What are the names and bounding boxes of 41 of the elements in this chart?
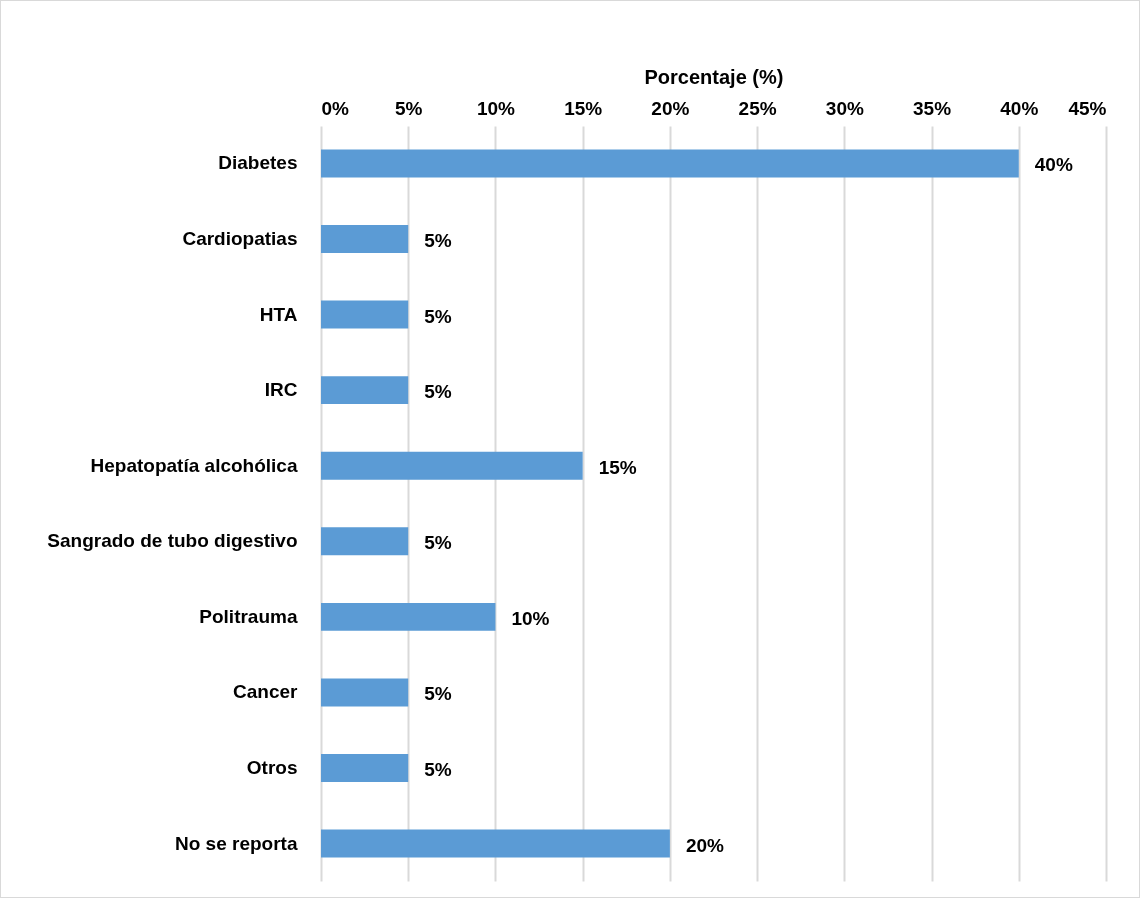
x-tick-label: 0% [321, 97, 350, 119]
y-tick-label: Otros [246, 757, 298, 779]
y-tick-label: Cardiopatias [182, 227, 298, 249]
y-tick-label: Cancer [233, 681, 299, 703]
data-label: 5% [424, 305, 452, 327]
y-tick-label: No se reporta [175, 832, 298, 854]
bar [321, 829, 670, 858]
data-label: 20% [685, 834, 725, 856]
data-label: 10% [511, 607, 550, 629]
x-tick-label: 5% [394, 97, 423, 119]
y-tick-label: Politrauma [199, 605, 298, 627]
data-label: 5% [424, 683, 452, 705]
y-tick-label: Sangrado de tubo digestivo [47, 530, 298, 552]
x-tick-label: 25% [738, 97, 777, 119]
data-label: 5% [424, 381, 452, 403]
bar [321, 602, 496, 631]
data-label: 5% [424, 759, 452, 781]
data-label: 15% [598, 456, 637, 478]
bar [321, 527, 409, 556]
x-tick-label: 30% [825, 97, 864, 119]
bar [321, 754, 409, 782]
bar [321, 451, 583, 480]
x-tick-label: 20% [651, 97, 690, 119]
x-axis-title: Porcentaje (%) [644, 65, 784, 88]
x-tick-label: 40% [1000, 97, 1039, 119]
y-tick-label: Hepatopatía alcohólica [90, 454, 298, 476]
bar [321, 376, 409, 405]
x-tick-label: 15% [564, 97, 603, 119]
x-tick-label: 35% [913, 97, 952, 119]
bar [321, 149, 1019, 178]
y-tick-label: Diabetes [218, 152, 298, 174]
x-tick-label: 10% [476, 97, 516, 119]
bar [321, 225, 409, 253]
x-tick-label: 45% [1068, 97, 1107, 119]
data-label: 40% [1034, 154, 1073, 176]
bar [321, 300, 409, 329]
data-label: 5% [424, 532, 452, 554]
bar [321, 678, 409, 707]
y-tick-label: IRC [264, 379, 298, 401]
data-label: 5% [424, 229, 452, 251]
y-tick-label: HTA [259, 303, 298, 325]
